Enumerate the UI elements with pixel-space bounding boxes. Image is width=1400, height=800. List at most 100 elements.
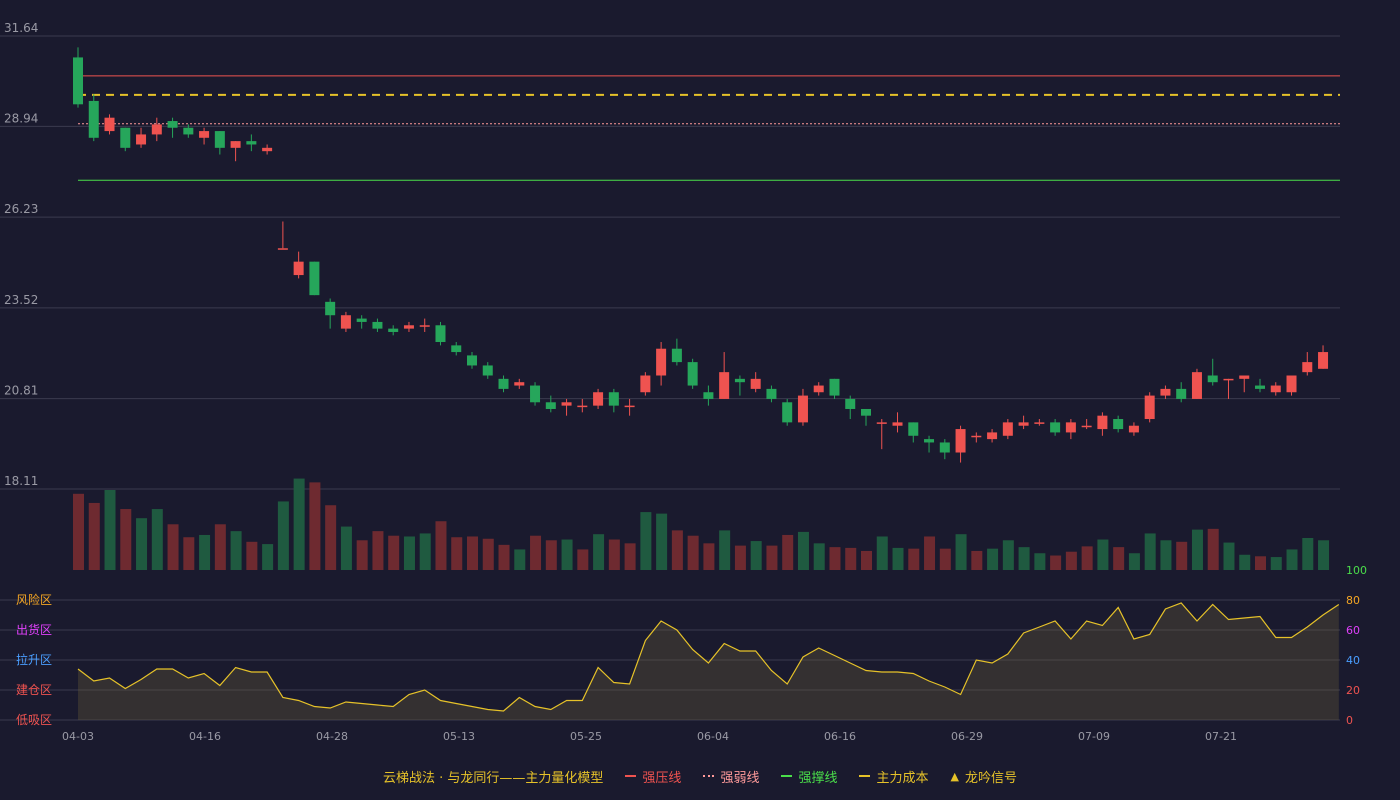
candle-body	[829, 378, 840, 396]
candle-body	[608, 392, 619, 406]
volume-bar	[782, 534, 794, 570]
volume-bar	[1050, 555, 1062, 570]
volume-bar	[892, 547, 904, 570]
volume-bar	[167, 524, 179, 570]
candle-body	[325, 301, 336, 316]
axis-labels: 31.64 28.94 26.23 23.52 20.81 18.11 100 80 60 40 2…	[4, 21, 1367, 743]
volume-bar	[671, 530, 683, 570]
date-tick-label: 07-09	[1078, 730, 1110, 743]
candlesticks	[73, 47, 1329, 463]
chart-legend: 云梯战法 · 与龙同行——主力量化模型 强压线 强弱线 强撑线 主力成本 ▲ 龙…	[0, 766, 1400, 786]
candle-body	[372, 321, 383, 329]
volume-bar	[340, 526, 352, 570]
volume-bar	[1097, 539, 1109, 570]
volume-bar	[514, 549, 526, 570]
volume-bar	[403, 536, 415, 570]
candle-body	[1191, 372, 1202, 399]
volume-bar	[813, 543, 825, 570]
volume-bar	[1191, 529, 1203, 570]
candle-body	[167, 121, 178, 128]
volume-bar	[1128, 553, 1140, 570]
candle-body	[467, 355, 477, 366]
volume-bar	[1318, 540, 1330, 570]
candle-body	[1176, 388, 1187, 399]
candle-body	[687, 362, 698, 386]
volume-bar	[277, 501, 289, 570]
volume-bar	[388, 535, 400, 570]
volume-bar	[1018, 547, 1030, 570]
candle-body	[766, 388, 777, 399]
volume-bar	[1239, 554, 1251, 570]
candle-body	[734, 378, 745, 383]
candle-body	[577, 405, 588, 408]
volume-bar	[1302, 538, 1314, 570]
zone-label: 拉升区	[16, 652, 52, 667]
candle-body	[1302, 362, 1313, 373]
candle-body	[498, 378, 509, 389]
zone-label: 风险区	[16, 592, 52, 607]
legend-label: 强撑线	[798, 770, 838, 786]
candle-body	[88, 100, 99, 138]
candle-body	[120, 127, 131, 148]
volume-bar	[734, 545, 746, 570]
volume-bar	[73, 493, 84, 570]
volume-bar	[214, 524, 226, 570]
candle-body	[388, 328, 399, 332]
triangle-icon: ▲	[950, 769, 959, 783]
volume-bar	[1160, 540, 1172, 570]
volume-bar	[797, 531, 809, 570]
indicator-tick-label: 60	[1346, 624, 1360, 637]
price-tick-label: 23.52	[4, 293, 38, 307]
legend-item-strong-support[interactable]: 强撑线	[781, 767, 837, 786]
candle-body	[1223, 378, 1234, 381]
volume-bar	[372, 531, 384, 570]
candle-body	[971, 435, 982, 438]
volume-bar	[987, 548, 999, 570]
candle-body	[309, 261, 320, 296]
volume-bar	[482, 538, 494, 570]
candle-body	[593, 392, 604, 406]
volume-bar	[1081, 546, 1093, 570]
candle-body	[1002, 422, 1013, 436]
candle-body	[1286, 375, 1297, 393]
volume-bar	[687, 535, 699, 570]
volume-bar	[88, 502, 100, 570]
candle-body	[1318, 352, 1329, 369]
candle-body	[1255, 385, 1265, 389]
candle-body	[1128, 425, 1139, 433]
candle-body	[939, 442, 950, 453]
volume-bar	[971, 550, 983, 570]
legend-item-main-cost[interactable]: 主力成本	[859, 767, 928, 786]
candle-body	[1144, 395, 1155, 420]
volume-bar	[1065, 551, 1077, 570]
candle-body	[230, 141, 241, 148]
volume-bar	[356, 540, 368, 570]
legend-label: 强弱线	[720, 770, 760, 786]
candle-body	[1113, 419, 1124, 430]
volume-bar	[435, 521, 447, 570]
candle-body	[876, 422, 887, 424]
legend-item-strong-pressure[interactable]: 强压线	[625, 767, 681, 786]
legend-item-strong-weak[interactable]: 强弱线	[703, 767, 759, 786]
legend-item-dragon-signal[interactable]: ▲ 龙吟信号	[950, 767, 1016, 786]
volume-bar	[530, 535, 542, 570]
volume-bar	[293, 478, 305, 570]
legend-label: 主力成本	[876, 770, 929, 786]
volume-bar	[766, 545, 778, 570]
volume-bar	[656, 513, 668, 570]
candle-body	[797, 395, 808, 423]
candle-body	[924, 439, 935, 443]
volume-bar	[136, 518, 148, 570]
volume-bar	[845, 547, 857, 570]
candle-body	[435, 325, 446, 343]
volume-bar	[1113, 547, 1125, 570]
candle-body	[892, 422, 903, 426]
zone-label: 出货区	[16, 622, 52, 637]
volume-bar	[498, 544, 510, 570]
candle-body	[671, 348, 682, 363]
candle-body	[419, 325, 430, 327]
candle-body	[861, 408, 871, 416]
volume-bar	[624, 543, 636, 570]
date-tick-label: 04-28	[316, 730, 348, 743]
candle-body	[1239, 375, 1250, 379]
